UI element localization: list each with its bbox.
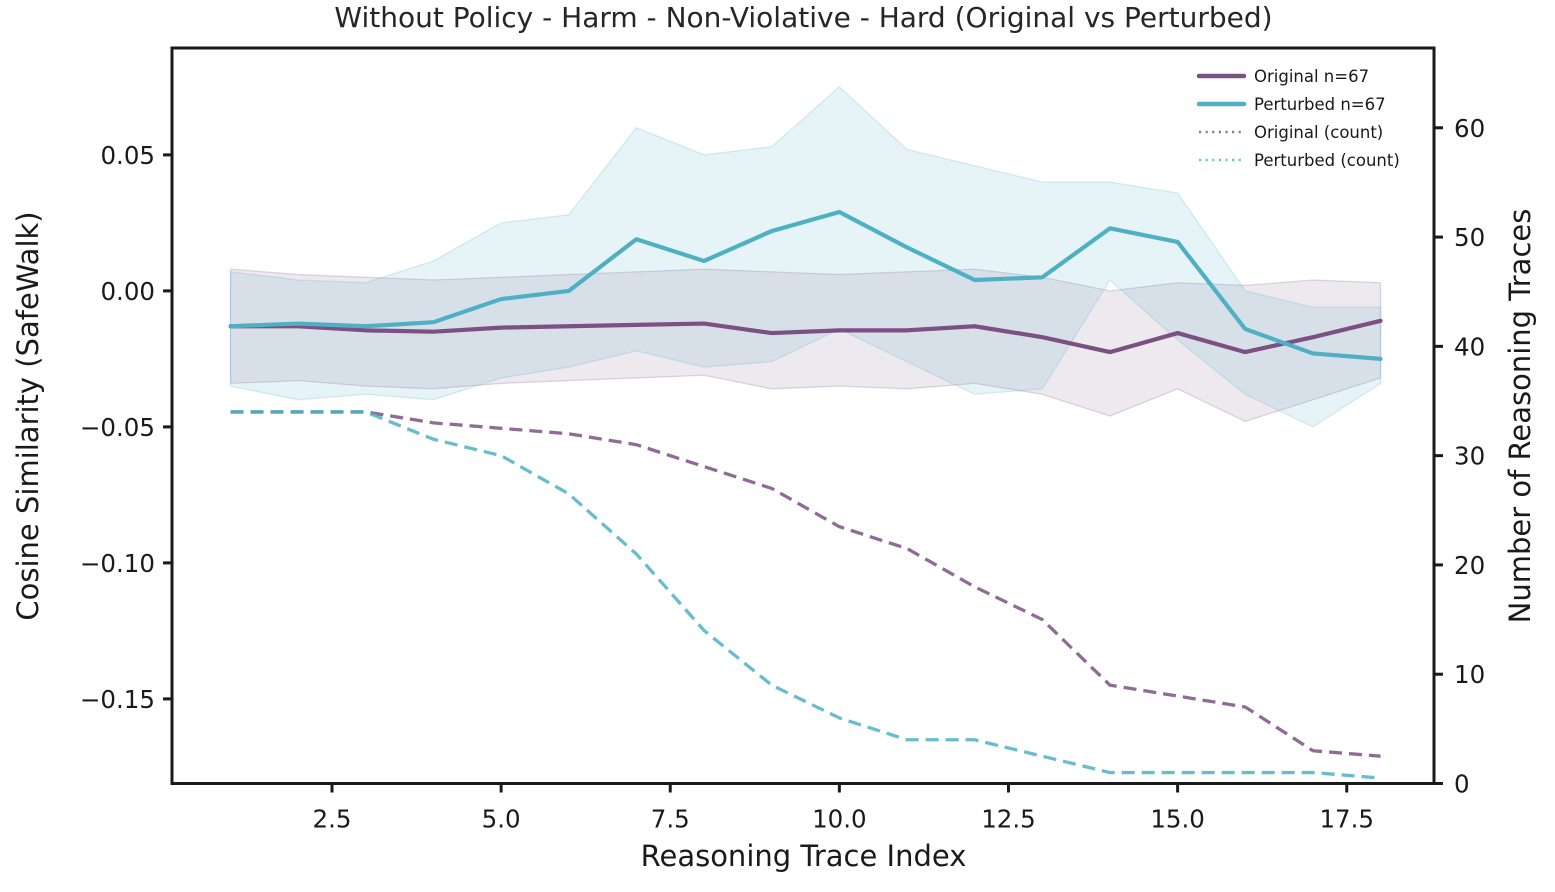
right-tick-label: 40 [1454, 332, 1485, 361]
confidence-band-perturbed-n-67 [229, 86, 1382, 428]
right-tick-label: 30 [1454, 442, 1485, 471]
left-tick-label: 0.05 [100, 141, 155, 170]
x-tick-label: 15.0 [1150, 805, 1205, 834]
confidence-band-original-n-67 [229, 268, 1382, 423]
x-axis-label: Reasoning Trace Index [640, 839, 967, 873]
right-tick-label: 0 [1454, 770, 1470, 799]
right-tick-label: 50 [1454, 223, 1485, 252]
x-tick-label: 2.5 [313, 805, 352, 834]
x-tick-label: 7.5 [651, 805, 690, 834]
x-tick-label: 5.0 [482, 805, 521, 834]
chart-title: Without Policy - Harm - Non-Violative - … [334, 1, 1273, 34]
right-y-axis-label: Number of Reasoning Traces [1503, 208, 1537, 624]
x-tick-label: 17.5 [1319, 805, 1374, 834]
right-tick-label: 10 [1454, 660, 1485, 689]
right-tick-label: 60 [1454, 114, 1485, 143]
x-tick-label: 12.5 [981, 805, 1036, 834]
legend-label-original-count: Original (count) [1254, 123, 1383, 142]
series-original-count-line [230, 410, 1381, 758]
left-tick-label: −0.05 [80, 413, 155, 442]
legend-label-original-n-67: Original n=67 [1254, 67, 1369, 86]
left-tick-label: 0.00 [100, 277, 155, 306]
legend-label-perturbed-count: Perturbed (count) [1254, 151, 1400, 170]
left-tick-label: −0.15 [80, 685, 155, 714]
x-tick-label: 10.0 [812, 805, 867, 834]
series-perturbed-count-line [230, 410, 1381, 780]
series-original-n-67-line [228, 318, 1383, 355]
series-perturbed-n-67-line [228, 209, 1383, 362]
legend-label-perturbed-n-67: Perturbed n=67 [1254, 95, 1386, 114]
right-tick-label: 20 [1454, 551, 1485, 580]
left-tick-label: −0.10 [80, 549, 155, 578]
plot-border [170, 46, 1436, 785]
left-y-axis-label: Cosine Similarity (SafeWalk) [11, 211, 45, 621]
